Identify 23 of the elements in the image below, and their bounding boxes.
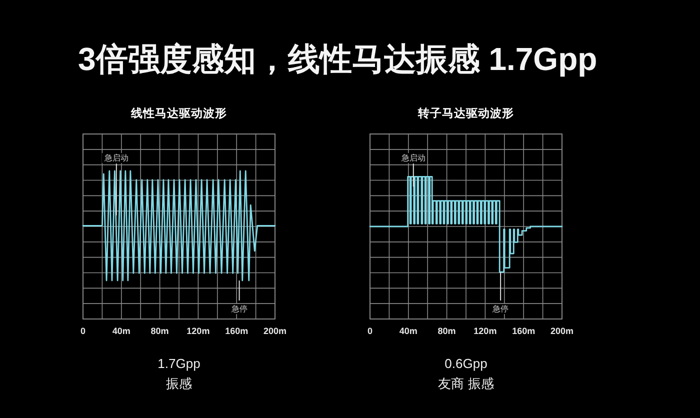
caption: 0.6Gpp: [444, 356, 488, 371]
panel-title: 转子马达驱动波形: [418, 108, 514, 120]
xtick-label: 0: [80, 326, 86, 336]
xtick-label: 120m: [186, 326, 210, 336]
xtick-label: 80m: [438, 326, 456, 336]
caption: 友商 振感: [438, 376, 494, 391]
xtick-label: 80m: [150, 326, 169, 336]
annotation: 急启动: [104, 154, 128, 163]
xtick-label: 160m: [512, 326, 536, 336]
xtick-label: 160m: [225, 326, 248, 336]
caption: 1.7Gpp: [158, 356, 200, 371]
title: 3倍强度感知，线性马达振感 1.7Gpp: [78, 41, 598, 77]
xtick-label: 120m: [474, 326, 497, 336]
xtick-label: 200m: [263, 326, 287, 336]
annotation: 急停: [492, 304, 509, 314]
panel-title: 线性马达驱动波形: [131, 108, 227, 120]
annotation: 急启动: [401, 154, 426, 163]
annotation: 急停: [231, 304, 248, 314]
xtick-label: 0: [368, 326, 372, 336]
xtick-label: 40m: [112, 326, 130, 336]
xtick-label: 40m: [399, 326, 418, 336]
caption: 振感: [166, 376, 192, 391]
xtick-label: 200m: [550, 326, 574, 336]
